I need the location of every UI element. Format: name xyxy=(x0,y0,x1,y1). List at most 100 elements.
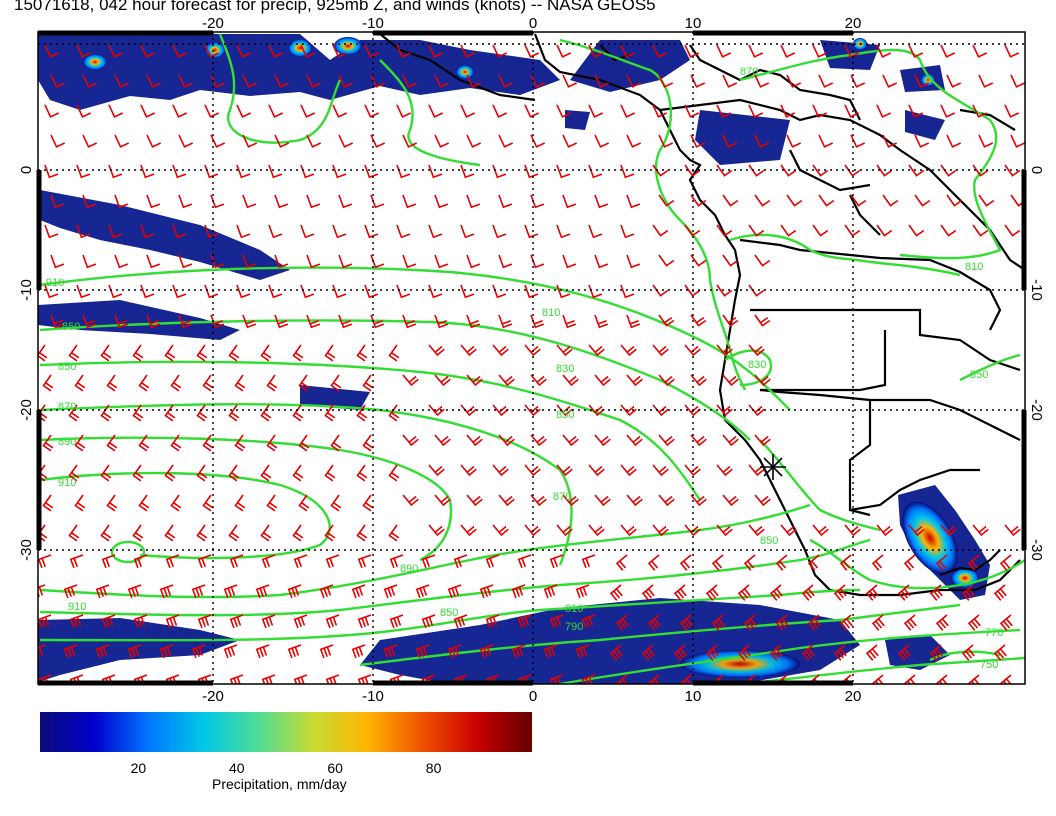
wind-barb xyxy=(159,584,174,599)
wind-barb xyxy=(178,194,193,209)
wind-barb xyxy=(594,314,609,329)
wind-barb xyxy=(100,524,112,542)
wind-barb xyxy=(978,194,995,207)
wind-barb xyxy=(722,374,739,387)
wind-barb xyxy=(95,584,110,599)
wind-barb xyxy=(228,344,240,362)
lon-tick-label: -20 xyxy=(202,15,224,32)
wind-barb xyxy=(530,254,545,269)
wind-barb xyxy=(972,164,989,177)
wind-barb xyxy=(594,494,611,507)
wind-barb xyxy=(588,344,605,357)
wind-barb xyxy=(946,194,963,207)
wind-barb xyxy=(658,134,674,148)
wind-barb xyxy=(524,44,540,58)
wind-barb xyxy=(210,74,226,88)
wind-barb xyxy=(389,554,404,569)
wind-barb xyxy=(530,134,546,148)
wind-barb xyxy=(754,254,771,267)
contour-label: 830 xyxy=(748,359,766,371)
wind-barb xyxy=(908,524,925,537)
wind-barb xyxy=(140,44,156,58)
wind-barb xyxy=(76,164,91,179)
wind-barb xyxy=(492,164,507,179)
wind-barb xyxy=(748,524,765,537)
wind-barb xyxy=(690,314,707,327)
wind-barb xyxy=(652,344,669,357)
wind-barb xyxy=(972,224,989,237)
wind-barb xyxy=(588,404,605,417)
wind-barb xyxy=(44,44,60,58)
wind-barb xyxy=(549,674,564,684)
wind-barb xyxy=(159,644,174,659)
wind-barb xyxy=(108,44,124,58)
wind-barb xyxy=(754,194,771,207)
wind-barb xyxy=(69,614,84,629)
wind-barb xyxy=(460,284,475,299)
wind-barb xyxy=(993,584,1007,601)
wind-barb-layer xyxy=(38,44,1025,684)
location-asterisk-marker xyxy=(760,454,786,480)
wind-barb xyxy=(658,74,674,88)
wind-barb xyxy=(319,644,334,659)
wind-barb xyxy=(652,284,669,297)
wind-barb xyxy=(844,524,861,537)
contour-label: 890 xyxy=(58,436,76,448)
wind-barb xyxy=(690,74,706,88)
wind-barb xyxy=(754,74,770,88)
wind-barb xyxy=(807,554,820,571)
wind-barb xyxy=(228,524,240,542)
wind-barb xyxy=(364,224,379,239)
wind-barb xyxy=(839,614,853,631)
wind-barb xyxy=(946,134,962,148)
wind-barb xyxy=(865,644,879,661)
wind-barb xyxy=(223,644,238,659)
wind-barb xyxy=(871,554,884,571)
wind-barb xyxy=(389,614,404,629)
wind-barb xyxy=(330,374,342,392)
wind-barb xyxy=(556,524,573,537)
wind-barb xyxy=(434,194,449,209)
contour-label: 850 xyxy=(62,321,80,333)
wind-barb xyxy=(298,374,310,392)
wind-barb xyxy=(626,314,641,329)
wind-barb xyxy=(588,164,603,179)
wind-barb xyxy=(807,614,821,631)
wind-barb xyxy=(594,254,609,269)
wind-barb xyxy=(850,134,866,148)
wind-barb xyxy=(196,524,208,542)
wind-barb xyxy=(940,164,957,177)
wind-barb xyxy=(50,74,66,88)
wind-barb xyxy=(324,404,336,422)
wind-barb xyxy=(133,614,148,629)
wind-barb xyxy=(44,104,60,118)
wind-barb xyxy=(626,134,642,148)
wind-barb xyxy=(50,314,65,329)
wind-barb xyxy=(581,554,596,569)
wind-barb xyxy=(620,284,635,299)
wind-barb xyxy=(370,314,385,329)
wind-barb xyxy=(197,554,212,569)
wind-barb xyxy=(903,674,916,684)
wind-barb xyxy=(82,254,97,269)
wind-barb xyxy=(722,434,739,447)
wind-barb xyxy=(274,194,289,209)
wind-barb xyxy=(780,224,797,237)
wind-barb xyxy=(786,194,803,207)
wind-barb xyxy=(722,494,739,507)
wind-barb xyxy=(101,614,116,629)
wind-barb xyxy=(748,44,764,58)
wind-barb xyxy=(428,44,444,58)
wind-barb xyxy=(626,494,643,507)
wind-barb xyxy=(76,44,92,58)
wind-barb xyxy=(588,44,604,58)
wind-barb xyxy=(658,254,675,267)
wind-barb xyxy=(775,554,788,571)
wind-barb xyxy=(202,374,214,392)
wind-barb xyxy=(609,584,623,601)
wind-barb xyxy=(466,134,482,148)
wind-barb xyxy=(114,194,129,209)
wind-barb xyxy=(268,44,284,58)
wind-barb xyxy=(684,224,701,237)
wind-barb xyxy=(434,374,451,387)
